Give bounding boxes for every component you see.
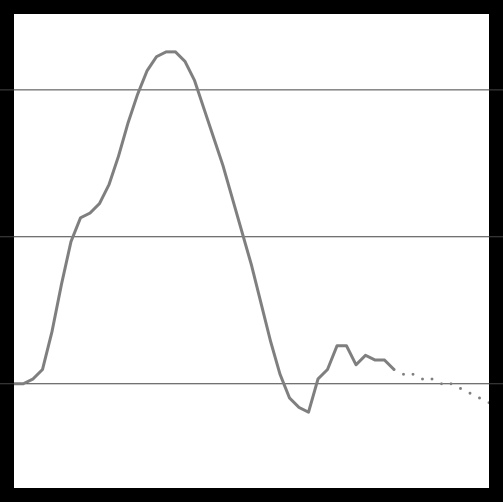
- dotted-series-point: [393, 368, 396, 371]
- dotted-series-point: [478, 397, 481, 400]
- dotted-series-point: [440, 382, 443, 385]
- dotted-series-point: [431, 378, 434, 381]
- dotted-series-point: [450, 382, 453, 385]
- dotted-series-point: [469, 392, 472, 395]
- dotted-series-point: [459, 387, 462, 390]
- dotted-series-point: [421, 378, 424, 381]
- dotted-series-point: [402, 373, 405, 376]
- dotted-series-point: [412, 373, 415, 376]
- chart-frame: [0, 0, 503, 502]
- line-chart: [0, 0, 503, 502]
